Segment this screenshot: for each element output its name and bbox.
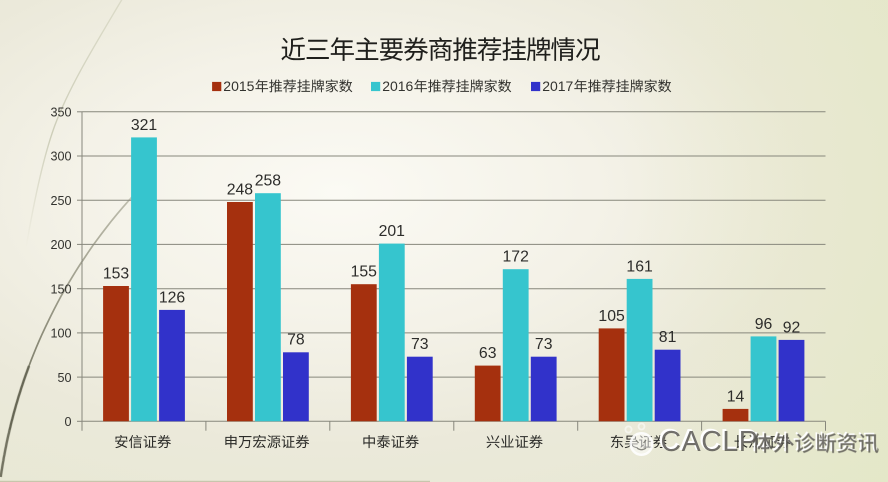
svg-text:126: 126 — [159, 289, 186, 306]
svg-text:100: 100 — [50, 327, 71, 341]
svg-text:150: 150 — [50, 282, 71, 296]
svg-text:321: 321 — [131, 117, 158, 134]
svg-text:172: 172 — [503, 249, 529, 266]
svg-text:250: 250 — [50, 194, 71, 208]
svg-text:73: 73 — [535, 336, 553, 353]
svg-text:50: 50 — [57, 371, 71, 385]
svg-text:155: 155 — [351, 264, 378, 281]
svg-text:73: 73 — [411, 336, 429, 353]
svg-text:201: 201 — [379, 223, 406, 240]
svg-text:153: 153 — [103, 265, 130, 282]
svg-text:96: 96 — [755, 316, 773, 333]
svg-text:161: 161 — [626, 258, 653, 275]
svg-text:258: 258 — [255, 173, 282, 190]
svg-text:2017: 2017 — [542, 78, 573, 94]
svg-text:14: 14 — [727, 388, 745, 405]
svg-text:81: 81 — [659, 329, 677, 346]
svg-text:0: 0 — [64, 415, 71, 429]
svg-text:92: 92 — [783, 319, 801, 336]
svg-text:350: 350 — [50, 106, 71, 120]
svg-text:300: 300 — [50, 150, 71, 164]
svg-text:200: 200 — [50, 238, 71, 252]
svg-text:105: 105 — [598, 308, 625, 325]
svg-text:248: 248 — [227, 181, 254, 198]
svg-text:63: 63 — [479, 345, 497, 362]
svg-text:2015: 2015 — [223, 78, 254, 94]
svg-text:2016: 2016 — [382, 78, 413, 94]
svg-text:78: 78 — [287, 332, 305, 349]
